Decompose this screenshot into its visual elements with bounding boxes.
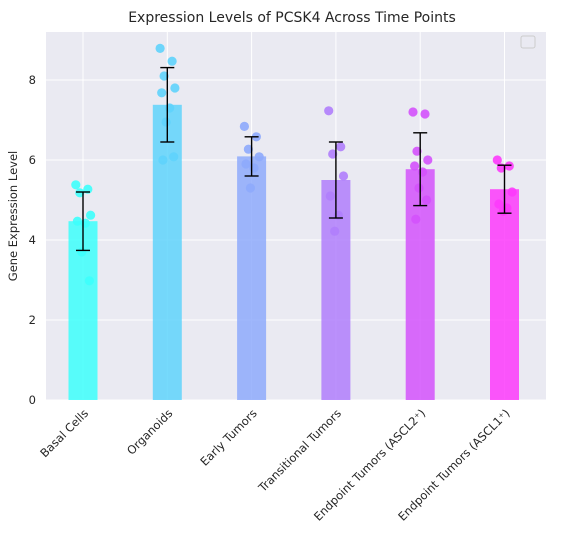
y-axis-label: Gene Expression Level xyxy=(6,151,20,281)
y-tick-8: 8 xyxy=(29,73,36,87)
point-5-3 xyxy=(507,187,517,197)
point-0-7 xyxy=(84,276,94,286)
x-tick-2: Early Tumors xyxy=(197,406,259,468)
point-5-0 xyxy=(492,155,502,165)
bar-1 xyxy=(152,104,182,401)
point-5-4 xyxy=(494,199,504,209)
bar-4 xyxy=(405,169,435,400)
point-4-4 xyxy=(410,161,420,171)
point-0-0 xyxy=(71,180,81,190)
point-2-5 xyxy=(249,163,259,173)
point-3-2 xyxy=(328,149,338,159)
legend-box xyxy=(520,35,536,49)
x-tick-labels: Basal Cells Organoids Early TumorsTransiti… xyxy=(37,406,512,523)
point-1-7 xyxy=(169,152,179,162)
point-1-1 xyxy=(167,56,177,66)
point-0-6 xyxy=(77,247,87,257)
point-3-6 xyxy=(330,226,340,236)
error-bar-2 xyxy=(244,136,259,177)
point-1-6 xyxy=(161,117,171,127)
point-4-3 xyxy=(423,155,433,165)
point-2-2 xyxy=(243,144,253,154)
point-1-8 xyxy=(158,155,168,165)
point-2-6 xyxy=(245,183,255,193)
point-4-1 xyxy=(420,109,430,119)
point-0-5 xyxy=(80,218,90,228)
point-2-0 xyxy=(239,121,249,131)
point-1-4 xyxy=(157,88,167,98)
bar-2 xyxy=(237,156,267,400)
point-4-6 xyxy=(414,183,424,193)
point-4-7 xyxy=(422,195,432,205)
point-1-0 xyxy=(155,43,165,54)
x-tick-3: Transitional Tumors xyxy=(255,406,344,495)
point-3-3 xyxy=(338,171,349,181)
point-1-2 xyxy=(159,71,169,81)
point-4-2 xyxy=(412,146,422,156)
point-3-0 xyxy=(324,106,334,116)
point-5-1 xyxy=(504,161,514,171)
point-0-4 xyxy=(72,216,82,226)
y-tick-labels: 0 2 4 6 8 xyxy=(29,73,36,407)
chart-title: Expression Levels of PCSK4 Across Time P… xyxy=(128,10,456,26)
point-4-0 xyxy=(408,107,418,117)
error-bar-1 xyxy=(160,66,175,143)
point-3-4 xyxy=(325,191,335,201)
error-bar-5 xyxy=(497,164,512,214)
point-2-4 xyxy=(241,159,251,169)
point-4-5 xyxy=(418,167,428,177)
error-bars xyxy=(76,66,512,252)
point-0-3 xyxy=(86,210,96,220)
x-tick-0: Basal Cells xyxy=(37,406,91,460)
x-tick-1: Organoids xyxy=(124,406,175,457)
error-bar-3 xyxy=(328,141,343,219)
point-4-8 xyxy=(411,214,421,224)
y-tick-4: 4 xyxy=(29,233,36,247)
y-tick-2: 2 xyxy=(29,313,36,327)
y-tick-0: 0 xyxy=(29,393,36,407)
point-0-2 xyxy=(75,188,85,198)
point-5-6 xyxy=(498,206,508,216)
point-2-3 xyxy=(254,152,264,162)
bars xyxy=(68,104,519,401)
bar-5 xyxy=(490,189,519,400)
error-bar-4 xyxy=(413,132,428,207)
plot-area xyxy=(46,32,546,400)
point-3-1 xyxy=(336,142,346,152)
point-1-5 xyxy=(165,103,175,113)
point-1-3 xyxy=(170,83,180,93)
y-tick-6: 6 xyxy=(29,153,36,167)
error-bar-0 xyxy=(76,191,90,252)
